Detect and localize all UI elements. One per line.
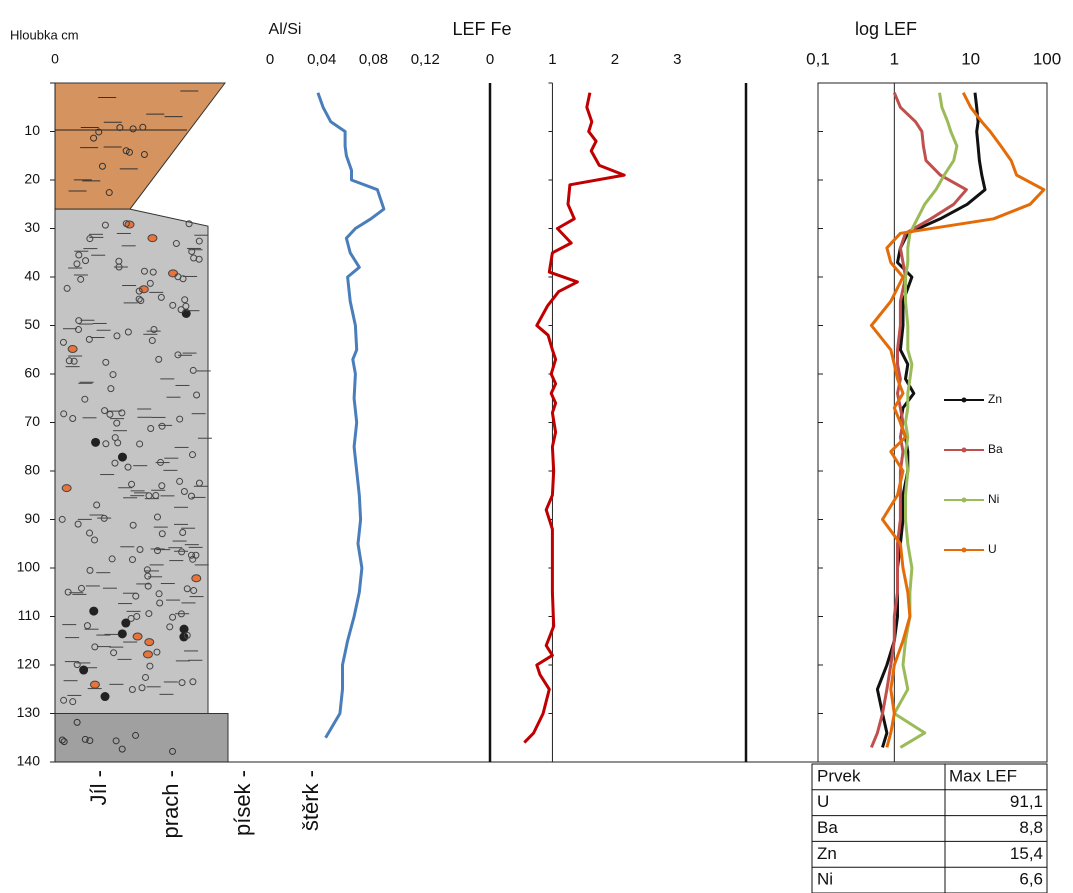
y-tick-label: 110 [18, 607, 41, 623]
y-tick-label: 20 [24, 171, 40, 187]
y-tick-label: 70 [24, 413, 40, 429]
grain [68, 345, 77, 352]
table-cell: Zn [817, 844, 837, 863]
legend-label: Ba [988, 442, 1003, 456]
panel-title: Al/Si [269, 21, 302, 38]
grain [89, 607, 98, 616]
table-cell: 8,8 [1019, 818, 1043, 837]
y-tick-label: 50 [24, 316, 40, 332]
x-tick-label: 1 [548, 51, 556, 68]
table-cell: U [817, 792, 829, 811]
y-tick-label: 40 [24, 268, 40, 284]
y-tick-label: 30 [24, 219, 40, 235]
legend-label: Ni [988, 492, 999, 506]
x-tick-label: 1 [890, 49, 899, 68]
legend-marker [962, 498, 967, 503]
grain [179, 632, 188, 641]
x-tick-label: 0 [266, 51, 274, 68]
table-cell: 6,6 [1019, 870, 1043, 889]
table-cell: 91,1 [1010, 792, 1043, 811]
x-tick-label: 0,04 [307, 51, 336, 68]
grain [121, 619, 130, 628]
x-tick-label: 0,08 [359, 51, 388, 68]
grain [62, 485, 71, 492]
legend-marker [962, 548, 967, 553]
grain [169, 270, 178, 277]
grain [145, 639, 154, 646]
series-line [871, 93, 1044, 748]
x-tick-label: 100 [1033, 49, 1061, 68]
y-tick-label: 120 [17, 656, 41, 672]
x-tick-label: 3 [673, 51, 681, 68]
legend-label: U [988, 542, 997, 556]
x-tick-label: 0,1 [806, 49, 830, 68]
table-cell: Ba [817, 818, 838, 837]
panel-title: LEF Fe [452, 19, 511, 39]
profile-line [524, 93, 624, 743]
panel-border [818, 83, 1047, 762]
x-tick-label: 10 [961, 49, 980, 68]
y-tick-label: 100 [17, 559, 41, 575]
y-tick-label: 60 [24, 365, 40, 381]
panel-title: log LEF [855, 19, 917, 39]
grain [91, 438, 100, 447]
grain-label: písek - [230, 770, 255, 836]
table-cell: Ni [817, 870, 833, 889]
grain [143, 651, 152, 658]
grain [118, 629, 127, 638]
grain [133, 633, 142, 640]
layer [55, 83, 225, 209]
grain-label: štěrk - [298, 770, 323, 831]
table-header: Prvek [817, 766, 861, 785]
grain-label: prach - [158, 770, 183, 838]
grain [148, 235, 157, 242]
x-tick-label: 0 [486, 51, 494, 68]
grain [79, 666, 88, 675]
grain-label: Jíl - [86, 770, 111, 805]
grain [90, 681, 99, 688]
y-tick-label: 80 [24, 462, 40, 478]
legend-marker [962, 448, 967, 453]
y-tick-label: 130 [17, 704, 41, 720]
legend-label: Zn [988, 392, 1002, 406]
y-tick-label: 0 [51, 51, 59, 67]
grain [139, 286, 148, 293]
profile-line [318, 93, 384, 738]
x-tick-label: 0,12 [411, 51, 440, 68]
x-tick-label: 2 [611, 51, 619, 68]
layer [55, 714, 228, 763]
series-line [871, 93, 966, 748]
y-tick-label: 90 [24, 510, 40, 526]
grain [101, 692, 110, 701]
depth-title: Hloubka cm [10, 27, 79, 42]
y-tick-label: 140 [17, 753, 41, 769]
grain [192, 575, 201, 582]
table-cell: 15,4 [1010, 844, 1043, 863]
table-header: Max LEF [949, 766, 1017, 785]
legend-marker [962, 398, 967, 403]
grain [118, 453, 127, 462]
y-tick-label: 10 [24, 122, 40, 138]
